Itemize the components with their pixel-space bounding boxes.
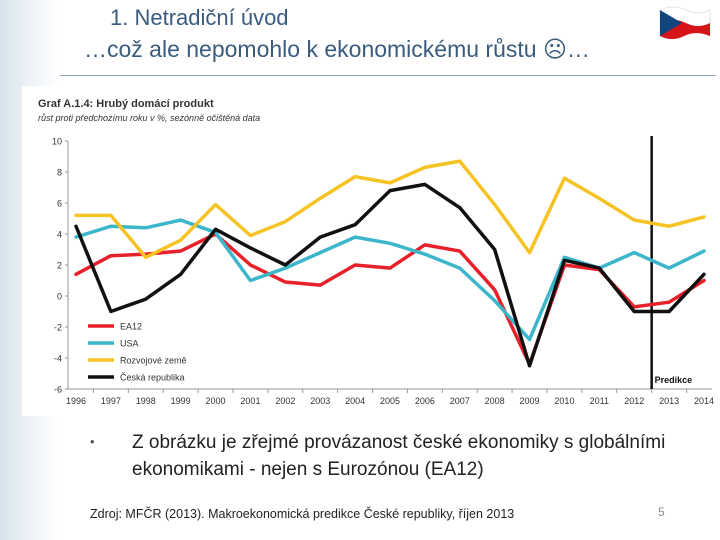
x-tick-label: 2010 [554, 396, 574, 406]
slide-title: 1. Netradiční úvod [110, 5, 289, 30]
title-divider [60, 75, 716, 76]
series-line-2 [74, 159, 706, 259]
x-tick-label: 1998 [136, 396, 156, 406]
y-tick-label: 4 [57, 230, 62, 240]
bullet-marker: • [90, 434, 95, 449]
legend-label: USA [120, 339, 139, 349]
gdp-chart: Graf A.1.4: Hrubý domácí produkt růst pr… [22, 86, 720, 416]
x-tick-label: 2005 [380, 396, 400, 406]
x-tick-label: 2011 [590, 396, 609, 406]
page-number: 5 [658, 505, 665, 519]
y-tick-label: 0 [57, 292, 62, 302]
y-tick-label: 8 [57, 168, 62, 178]
x-tick-label: 1996 [66, 396, 86, 406]
x-tick-label: 2004 [345, 396, 365, 406]
source-note: Zdroj: MFČR (2013). Makroekonomická pred… [90, 507, 515, 521]
x-tick-label: 2003 [310, 396, 330, 406]
chart-title: Graf A.1.4: Hrubý domácí produkt [38, 98, 214, 110]
bullet-text: Z obrázku je zřejmé provázanost české ek… [132, 432, 666, 480]
legend-label: Rozvojové země [120, 356, 187, 366]
x-tick-label: 2007 [450, 396, 470, 406]
x-tick-label: 2013 [659, 396, 679, 406]
gdp-chart-svg: Graf A.1.4: Hrubý domácí produkt růst pr… [22, 86, 720, 416]
czech-flag-icon [659, 6, 711, 40]
series-line-3 [74, 182, 706, 368]
chart-subtitle: růst proti předchozímu roku v %, sezónně… [38, 113, 260, 123]
y-tick-label: 10 [52, 137, 62, 147]
y-tick-label: -2 [54, 323, 62, 333]
y-tick-label: -6 [54, 385, 62, 395]
x-tick-label: 2006 [415, 396, 435, 406]
legend-label: Česká republika [120, 373, 185, 383]
legend-label: EA12 [120, 322, 142, 332]
x-tick-label: 2000 [206, 396, 226, 406]
y-tick-label: 2 [57, 261, 62, 271]
x-tick-label: 2012 [624, 396, 644, 406]
x-tick-label: 1999 [171, 396, 191, 406]
slide-subtitle: …což ale nepomohlo k ekonomickému růstu … [84, 36, 590, 62]
y-tick-label: 6 [57, 199, 62, 209]
forecast-label: Predikce [655, 375, 693, 385]
x-tick-label: 2014 [694, 396, 714, 406]
x-tick-label: 2009 [520, 396, 540, 406]
x-tick-label: 1997 [101, 396, 121, 406]
y-tick-label: -4 [54, 354, 62, 364]
x-tick-label: 2001 [240, 396, 260, 406]
x-tick-label: 2002 [275, 396, 295, 406]
x-tick-label: 2008 [485, 396, 505, 406]
